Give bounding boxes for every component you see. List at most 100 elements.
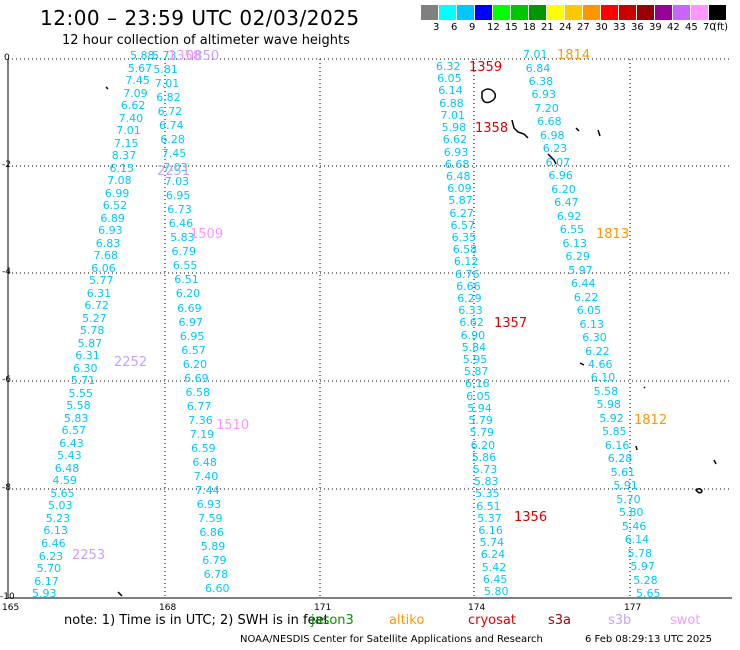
wave-height-value: 5.83 (474, 475, 499, 489)
wave-height-value: 5.80 (619, 506, 644, 520)
wave-height-value: 6.20 (470, 438, 496, 452)
colorbar-label: 42 (667, 22, 680, 33)
wave-height-value: 6.62 (442, 133, 468, 147)
wave-height-value: 5.37 (477, 511, 502, 525)
wave-height-value: 5.89 (200, 539, 226, 553)
wave-height-value: 6.99 (104, 186, 130, 200)
wave-height-value: 5.23 (45, 511, 71, 525)
wave-height-value: 5.55 (68, 386, 94, 400)
wave-height-value: 4.66 (588, 357, 613, 371)
wave-height-value: 7.20 (534, 101, 559, 115)
x-tick-label: 171 (314, 603, 332, 613)
wave-height-value: 6.15 (109, 161, 135, 175)
wave-height-value: 6.06 (91, 261, 116, 275)
wave-height-value: 5.84 (461, 340, 487, 354)
wave-height-value: 7.01 (116, 124, 141, 138)
wave-height-value: 6.68 (537, 115, 562, 129)
colorbar-label: 18 (523, 22, 536, 33)
wave-height-value: 6.31 (75, 349, 100, 363)
wave-height-value: 7.03 (163, 161, 188, 175)
wave-height-value: 6.57 (450, 218, 476, 232)
wave-height-value: 7.40 (193, 469, 219, 483)
wave-height-value: 6.82 (156, 91, 181, 105)
wave-height-value: 6.23 (542, 142, 568, 156)
y-tick-label: -6 (2, 375, 11, 385)
wave-height-value: 6.28 (607, 452, 633, 466)
wave-height-value: 6.83 (95, 236, 121, 250)
wave-height-value: 6.59 (191, 441, 216, 455)
track-id-label: 1357 (494, 316, 528, 331)
island-outlines (105, 86, 717, 597)
wave-height-value: 6.20 (175, 287, 201, 301)
wave-height-value: 5.87 (448, 194, 473, 208)
wave-height-value: 5.78 (627, 546, 653, 560)
wave-height-value: 5.98 (441, 121, 467, 134)
wave-height-value: 6.13 (562, 236, 588, 250)
colorbar-swatch (511, 5, 528, 20)
wave-height-value: 6.35 (451, 230, 477, 244)
wave-height-value: 5.81 (153, 63, 178, 76)
wave-height-value: 6.27 (449, 206, 474, 220)
wave-height-value: 6.93 (196, 497, 222, 511)
wave-height-value: 6.78 (203, 568, 229, 581)
wave-height-value: 6.13 (579, 317, 605, 331)
wave-height-value: 5.61 (610, 465, 636, 479)
wave-height-value: 6.51 (476, 499, 501, 513)
wave-height-value: 6.84 (525, 61, 551, 75)
map-title: 12:00 – 23:59 UTC 02/03/2025 (40, 6, 360, 30)
wave-height-value: 5.43 (57, 449, 82, 463)
wave-height-value: 6.86 (199, 525, 224, 539)
colorbar-label: 15 (505, 22, 518, 33)
wave-height-value: 6.31 (86, 286, 112, 300)
colorbar-unit: (ft) (713, 22, 729, 33)
wave-height-value: 6.20 (551, 182, 576, 196)
wave-height-value: 6.33 (458, 304, 483, 318)
wave-height-value: 5.94 (467, 401, 492, 415)
wave-height-value: 6.68 (444, 157, 470, 171)
wave-height-value: 6.24 (480, 548, 506, 562)
wave-height-value: 6.95 (165, 189, 191, 203)
track-id-label: 1813 (596, 227, 630, 242)
colorbar-label: 45 (685, 22, 698, 33)
colorbar-label: 24 (559, 22, 572, 33)
wave-height-value: 6.69 (177, 301, 202, 315)
track-id-label: 1814 (557, 48, 591, 63)
wave-height-value: 6.46 (168, 217, 194, 231)
colorbar-label: 3 (433, 22, 440, 33)
colorbar-label: 39 (649, 22, 662, 33)
wave-height-value: 6.93 (531, 88, 557, 102)
colorbar-label: 36 (631, 22, 644, 33)
wave-height-value: 6.98 (540, 128, 565, 142)
island-outline (713, 459, 717, 465)
colorbar-swatch (619, 5, 636, 20)
wave-height-value: 6.13 (43, 524, 68, 538)
wave-height-value: 5.27 (82, 311, 107, 325)
colorbar-swatch (583, 5, 600, 20)
wave-height-value: 6.38 (528, 75, 554, 88)
island-outline (105, 86, 109, 90)
x-tick-label: 168 (159, 603, 177, 613)
wave-height-value: 6.16 (604, 438, 630, 452)
wave-height-value: 5.78 (79, 324, 105, 338)
wave-height-value: 7.45 (161, 147, 187, 161)
wave-height-value: 6.23 (38, 549, 64, 563)
track-id-label: 1359 (469, 60, 503, 75)
track-id-label: 2251 (157, 164, 191, 179)
y-tick-label: -2 (2, 160, 11, 170)
wave-height-value: 5.74 (479, 536, 505, 550)
wave-height-value: 6.60 (205, 582, 230, 595)
map-subtitle: 12 hour collection of altimeter wave hei… (62, 33, 350, 48)
wave-height-value: 6.10 (590, 371, 616, 385)
wave-height-value: 5.70 (616, 492, 641, 506)
colorbar-swatch (673, 5, 690, 20)
island-outline (579, 362, 585, 366)
wave-height-value: 5.86 (471, 450, 497, 464)
wave-height-value: 6.57 (181, 343, 206, 357)
y-tick-label: -4 (2, 267, 11, 277)
wave-height-value: 6.74 (159, 119, 184, 133)
wave-height-value: 6.92 (556, 209, 582, 223)
track-id-label: 1812 (634, 413, 668, 428)
wave-height-value: 6.52 (102, 199, 128, 213)
colorbar-label: 30 (595, 22, 608, 33)
island-outline (547, 153, 557, 165)
